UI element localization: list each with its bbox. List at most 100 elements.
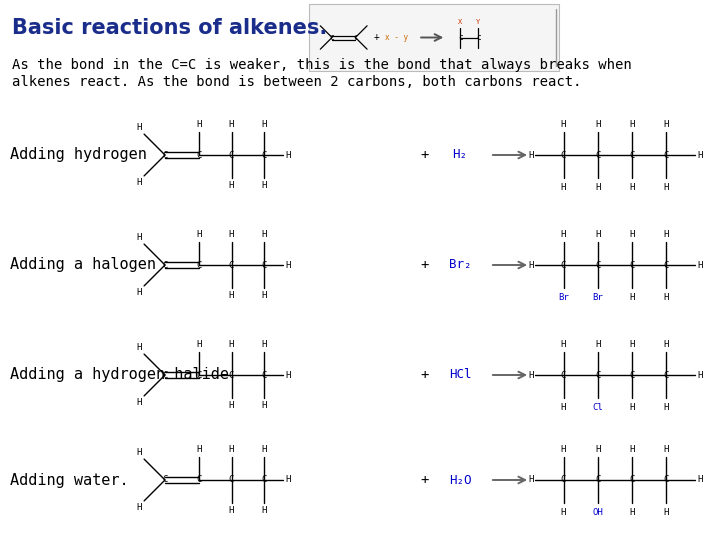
- Text: H: H: [137, 448, 142, 457]
- Text: H: H: [629, 340, 634, 349]
- Text: H: H: [197, 120, 202, 129]
- Text: C: C: [197, 151, 202, 159]
- Text: C: C: [595, 370, 600, 380]
- Text: H: H: [698, 151, 703, 159]
- Text: OH: OH: [593, 508, 603, 517]
- Text: +: +: [420, 148, 429, 162]
- Text: H: H: [561, 120, 566, 129]
- Text: H: H: [261, 291, 266, 300]
- Text: +: +: [373, 32, 379, 43]
- Text: H: H: [137, 288, 142, 297]
- Text: H: H: [261, 445, 266, 454]
- Text: H: H: [595, 340, 600, 349]
- Text: H: H: [229, 181, 234, 190]
- FancyBboxPatch shape: [309, 4, 559, 71]
- Text: H₂: H₂: [452, 148, 467, 161]
- Text: H: H: [528, 476, 534, 484]
- Text: H: H: [286, 151, 291, 159]
- Text: Basic reactions of alkenes.: Basic reactions of alkenes.: [12, 18, 328, 38]
- Text: HCl: HCl: [449, 368, 472, 381]
- Text: Br₂: Br₂: [449, 259, 472, 272]
- Text: C: C: [561, 476, 566, 484]
- Text: C: C: [229, 370, 234, 380]
- Text: Br: Br: [558, 293, 569, 302]
- Text: Adding hydrogen: Adding hydrogen: [10, 147, 147, 163]
- Text: H: H: [629, 508, 634, 517]
- Text: H: H: [698, 260, 703, 269]
- Text: H: H: [261, 340, 266, 349]
- Text: C: C: [561, 151, 566, 159]
- Text: C: C: [229, 476, 234, 484]
- Text: C: C: [197, 260, 202, 269]
- Text: H: H: [528, 370, 534, 380]
- Text: C: C: [595, 260, 600, 269]
- Text: H: H: [137, 503, 142, 512]
- Text: H: H: [663, 120, 669, 129]
- Text: Adding water.: Adding water.: [10, 472, 129, 488]
- Text: C: C: [197, 370, 202, 380]
- Text: H: H: [286, 370, 291, 380]
- Text: H: H: [629, 403, 634, 412]
- Text: H: H: [197, 340, 202, 349]
- Text: H: H: [629, 445, 634, 454]
- Text: H: H: [229, 445, 234, 454]
- Text: H: H: [663, 508, 669, 517]
- Text: H: H: [229, 506, 234, 515]
- Text: H: H: [663, 340, 669, 349]
- Text: H: H: [595, 183, 600, 192]
- Text: c: c: [476, 33, 480, 42]
- Text: H: H: [595, 230, 600, 239]
- Text: As the bond in the C=C is weaker, this is the bond that always breaks when: As the bond in the C=C is weaker, this i…: [12, 58, 631, 72]
- Text: H: H: [595, 445, 600, 454]
- Text: H: H: [663, 445, 669, 454]
- Text: H: H: [197, 445, 202, 454]
- Text: H: H: [229, 291, 234, 300]
- Text: C: C: [561, 370, 566, 380]
- Text: H: H: [629, 120, 634, 129]
- Text: C: C: [261, 151, 266, 159]
- Text: C: C: [162, 370, 168, 380]
- Text: H: H: [561, 340, 566, 349]
- Text: H: H: [528, 151, 534, 159]
- Text: H: H: [698, 370, 703, 380]
- Text: H: H: [229, 120, 234, 129]
- Text: H: H: [261, 230, 266, 239]
- Text: C: C: [629, 370, 634, 380]
- Text: H: H: [561, 445, 566, 454]
- Text: alkenes react. As the bond is between 2 carbons, both carbons react.: alkenes react. As the bond is between 2 …: [12, 75, 582, 89]
- Text: H: H: [698, 476, 703, 484]
- Text: C: C: [261, 260, 266, 269]
- Text: H: H: [663, 403, 669, 412]
- Text: x - y: x - y: [384, 33, 408, 42]
- Text: Cl: Cl: [593, 403, 603, 412]
- Text: C: C: [261, 370, 266, 380]
- Text: H: H: [197, 230, 202, 239]
- Text: H: H: [261, 120, 266, 129]
- Text: X: X: [458, 19, 462, 25]
- Text: C: C: [229, 260, 234, 269]
- Text: H: H: [595, 120, 600, 129]
- Text: H: H: [286, 260, 291, 269]
- Text: Y: Y: [476, 19, 480, 25]
- Text: H₂O: H₂O: [449, 474, 472, 487]
- Text: H: H: [561, 230, 566, 239]
- Text: H: H: [229, 401, 234, 410]
- Text: H: H: [137, 123, 142, 132]
- Text: H: H: [137, 398, 142, 407]
- Text: C: C: [162, 476, 168, 484]
- Text: C: C: [663, 151, 669, 159]
- Text: H: H: [528, 260, 534, 269]
- Text: H: H: [261, 506, 266, 515]
- Text: H: H: [629, 293, 634, 302]
- Text: c: c: [458, 33, 462, 42]
- Text: Adding a halogen: Adding a halogen: [10, 258, 156, 273]
- Text: +: +: [420, 258, 429, 272]
- Text: C: C: [629, 151, 634, 159]
- Text: C: C: [261, 476, 266, 484]
- Text: H: H: [663, 183, 669, 192]
- Text: H: H: [663, 293, 669, 302]
- Text: Adding a hydrogen halide: Adding a hydrogen halide: [10, 368, 229, 382]
- Text: C: C: [595, 151, 600, 159]
- Text: H: H: [261, 181, 266, 190]
- Text: c: c: [353, 33, 358, 42]
